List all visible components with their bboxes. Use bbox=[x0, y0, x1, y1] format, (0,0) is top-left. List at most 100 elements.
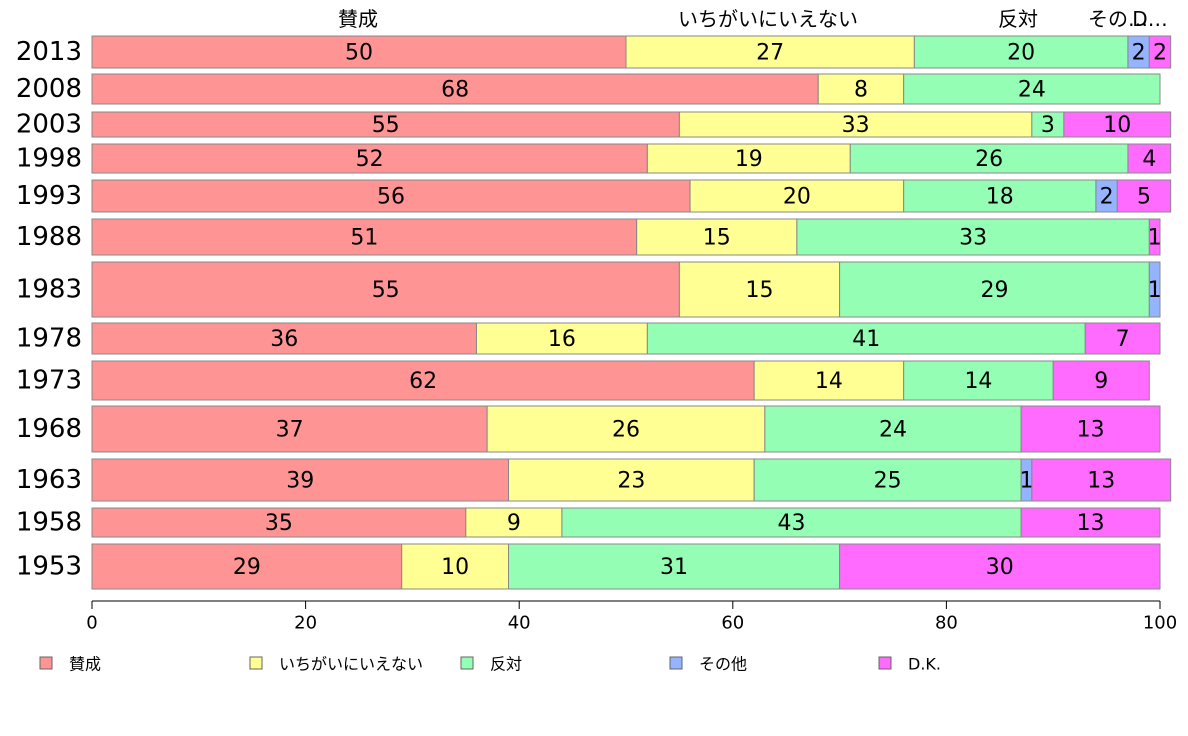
y-tick-label-1968: 1968 bbox=[16, 414, 82, 444]
data-label-1973-1: 14 bbox=[815, 369, 843, 394]
bar-segment-1998-0 bbox=[91, 143, 648, 174]
data-label-2003-2: 3 bbox=[1041, 113, 1055, 138]
bar-segment-1958-1 bbox=[465, 507, 563, 538]
bar-segment-1953-0 bbox=[91, 543, 403, 590]
bar-segment-1953-4 bbox=[839, 543, 1161, 590]
bar-segment-1968-0 bbox=[91, 405, 488, 453]
data-label-2003-1: 33 bbox=[842, 113, 870, 138]
bar-segment-1958-4 bbox=[1020, 507, 1161, 538]
data-label-2013-3: 2 bbox=[1132, 41, 1146, 66]
bar-segment-1968-4 bbox=[1020, 405, 1161, 453]
data-label-1988-1: 15 bbox=[703, 226, 731, 251]
data-label-1983-3: 1 bbox=[1148, 278, 1162, 303]
data-label-1988-0: 51 bbox=[350, 226, 378, 251]
bar-segment-2008-0 bbox=[91, 73, 819, 105]
data-label-1998-0: 52 bbox=[356, 147, 384, 172]
legend-swatch-4 bbox=[878, 656, 892, 670]
data-label-1993-1: 20 bbox=[783, 185, 811, 210]
legend-swatch-1 bbox=[249, 656, 263, 670]
bar-segment-1993-1 bbox=[689, 179, 905, 213]
bar-segment-1978-0 bbox=[91, 322, 477, 355]
bar-segment-1963-4 bbox=[1031, 458, 1172, 502]
bar-segment-1973-2 bbox=[903, 360, 1054, 401]
bar-segment-1983-1 bbox=[678, 261, 841, 318]
data-label-1983-1: 15 bbox=[746, 278, 774, 303]
legend-label-2: 反対 bbox=[490, 655, 522, 674]
data-label-1968-0: 37 bbox=[276, 418, 304, 443]
data-label-1978-0: 36 bbox=[270, 327, 298, 352]
x-tick-label-40: 40 bbox=[508, 613, 531, 634]
data-label-1953-4: 30 bbox=[986, 555, 1014, 580]
data-label-1988-4: 1 bbox=[1148, 226, 1162, 251]
bar-segment-1993-2 bbox=[903, 179, 1097, 213]
top-series-label-0: 賛成 bbox=[338, 7, 378, 31]
data-label-1963-0: 39 bbox=[286, 469, 314, 494]
bar-segment-1988-1 bbox=[636, 218, 798, 256]
bar-segment-1973-1 bbox=[753, 360, 905, 401]
bar-segment-1988-2 bbox=[796, 218, 1150, 256]
data-label-2008-2: 24 bbox=[1018, 78, 1046, 103]
y-tick-label-1953: 1953 bbox=[16, 552, 82, 582]
bar-segment-1983-3 bbox=[1148, 261, 1161, 318]
legend-label-4: D.K. bbox=[908, 655, 941, 674]
bar-segment-2008-2 bbox=[903, 73, 1161, 105]
y-tick-label-2013: 2013 bbox=[16, 37, 82, 67]
data-label-1978-2: 41 bbox=[852, 327, 880, 352]
y-tick-label-1993: 1993 bbox=[16, 181, 82, 211]
data-label-1958-1: 9 bbox=[507, 511, 521, 536]
bar-segment-1998-2 bbox=[849, 143, 1129, 174]
data-label-1953-1: 10 bbox=[441, 555, 469, 580]
data-label-1978-4: 7 bbox=[1116, 327, 1130, 352]
data-label-2003-4: 10 bbox=[1103, 113, 1131, 138]
bar-segment-2008-1 bbox=[817, 73, 905, 105]
x-axis: 0 20 40 60 80 100 bbox=[86, 600, 1177, 634]
data-label-1963-3: 1 bbox=[1020, 469, 1034, 494]
bar-segment-2003-2 bbox=[1031, 111, 1065, 138]
data-label-1968-2: 24 bbox=[879, 418, 907, 443]
data-label-1968-4: 13 bbox=[1077, 418, 1105, 443]
top-series-label-2: 反対 bbox=[998, 7, 1038, 31]
data-label-1978-1: 16 bbox=[548, 327, 576, 352]
bar-segment-1993-0 bbox=[91, 179, 691, 213]
bar-segment-1953-2 bbox=[508, 543, 841, 590]
top-series-label-3: その… bbox=[1088, 7, 1148, 31]
data-label-1953-0: 29 bbox=[233, 555, 261, 580]
legend-label-1: いちがいにいえない bbox=[279, 655, 423, 674]
legend-swatch-3 bbox=[669, 656, 683, 670]
data-label-2013-0: 50 bbox=[345, 41, 373, 66]
data-label-1998-1: 19 bbox=[735, 147, 763, 172]
bar-segment-2003-4 bbox=[1063, 111, 1172, 138]
data-label-1973-0: 62 bbox=[409, 369, 437, 394]
data-label-1993-0: 56 bbox=[377, 185, 405, 210]
x-tick-label-60: 60 bbox=[721, 613, 744, 634]
x-tick-label-0: 0 bbox=[86, 613, 97, 634]
y-tick-label-1983: 1983 bbox=[16, 275, 82, 305]
y-tick-label-2008: 2008 bbox=[16, 74, 82, 104]
data-label-2013-1: 27 bbox=[756, 41, 784, 66]
bar-segment-1983-0 bbox=[91, 261, 680, 318]
y-tick-label-1958: 1958 bbox=[16, 508, 82, 538]
data-label-1973-4: 9 bbox=[1094, 369, 1108, 394]
bar-segment-1968-2 bbox=[764, 405, 1022, 453]
bar-segment-1968-1 bbox=[486, 405, 766, 453]
data-label-2003-0: 55 bbox=[372, 113, 400, 138]
data-label-1983-0: 55 bbox=[372, 278, 400, 303]
y-tick-label-1963: 1963 bbox=[16, 465, 82, 495]
data-label-1953-2: 31 bbox=[660, 555, 688, 580]
bar-segment-1958-2 bbox=[561, 507, 1022, 538]
y-tick-label-1973: 1973 bbox=[16, 366, 82, 396]
data-label-1973-2: 14 bbox=[964, 369, 992, 394]
bar-segment-2003-0 bbox=[91, 111, 680, 138]
bar-segment-1953-1 bbox=[401, 543, 510, 590]
bar-segment-1973-0 bbox=[91, 360, 755, 401]
bar-segment-2013-2 bbox=[913, 35, 1129, 69]
y-tick-label-1988: 1988 bbox=[16, 222, 82, 252]
y-tick-label-2003: 2003 bbox=[16, 110, 82, 140]
data-label-1963-1: 23 bbox=[617, 469, 645, 494]
data-label-1988-2: 33 bbox=[959, 226, 987, 251]
data-label-1958-4: 13 bbox=[1077, 511, 1105, 536]
legend-label-3: その他 bbox=[699, 655, 747, 674]
data-label-1958-0: 35 bbox=[265, 511, 293, 536]
